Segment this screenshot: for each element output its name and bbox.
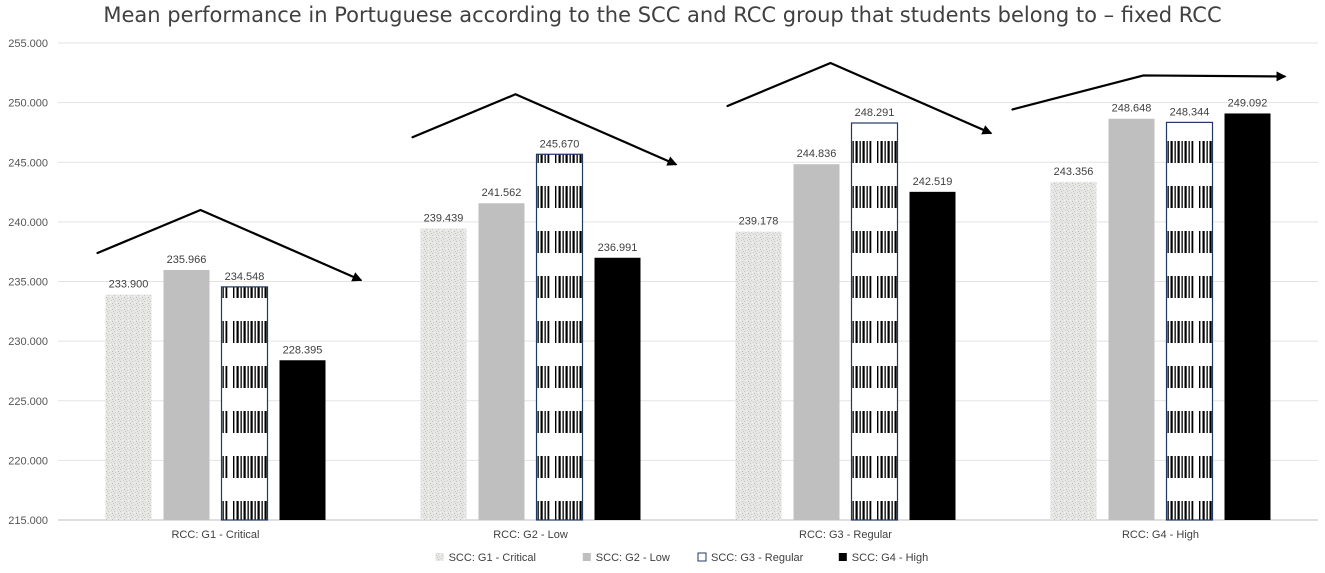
legend-swatch (435, 553, 444, 561)
legend-label: SCC: G2 - Low (596, 552, 670, 564)
bar-rcc-g2-low-scc-g4-high (594, 257, 641, 520)
bar-rcc-g3-regular-scc-g1-critical (735, 231, 782, 520)
bar-rcc-g4-high-scc-g4-high (1224, 113, 1271, 521)
y-tick-label: 215.000 (8, 515, 48, 527)
bar-rcc-g1-critical-scc-g3-regular (220, 286, 269, 521)
data-label: 244.836 (797, 148, 837, 160)
chart-title: Mean performance in Portuguese according… (103, 3, 1222, 27)
data-label: 234.548 (225, 271, 265, 283)
bar-rcc-g3-regular-scc-g4-high (909, 191, 956, 520)
data-label: 243.356 (1054, 166, 1094, 178)
x-tick-label: RCC: G2 - Low (493, 529, 568, 541)
data-label: 239.178 (739, 216, 779, 228)
legend-swatch (582, 553, 591, 561)
y-tick-label: 225.000 (8, 396, 48, 408)
trend-arrow-rcc-g2-low (411, 93, 678, 166)
legend: SCC: G1 - Critical SCC: G2 - Low SCC: G3 -… (435, 552, 928, 564)
data-label: 228.395 (283, 344, 323, 356)
bar-rcc-g4-high-scc-g3-regular (1165, 121, 1214, 521)
bar-rcc-g1-critical-scc-g4-high (279, 360, 326, 520)
x-tick-label: RCC: G1 - Critical (171, 529, 259, 541)
data-label: 241.562 (482, 187, 522, 199)
bar-rcc-g2-low-scc-g2-low (478, 203, 525, 520)
y-tick-label: 245.000 (8, 157, 48, 169)
trend-arrows (96, 61, 1287, 282)
trend-arrow-rcc-g1-critical (96, 208, 363, 282)
y-tick-label: 255.000 (8, 38, 48, 50)
legend-label: SCC: G1 - Critical (449, 552, 536, 564)
bar-rcc-g3-regular-scc-g3-regular (850, 122, 899, 521)
trend-arrow-rcc-g3-regular (726, 61, 993, 135)
x-tick-label: RCC: G3 - Regular (799, 529, 892, 541)
legend-swatch (838, 553, 847, 561)
y-tick-label: 250.000 (8, 98, 48, 110)
data-label: 239.439 (424, 213, 464, 225)
data-label: 245.670 (540, 138, 580, 150)
bar-rcc-g2-low-scc-g1-critical (420, 228, 467, 520)
legend-label: SCC: G4 - High (852, 552, 928, 564)
x-tick-label: RCC: G4 - High (1122, 529, 1199, 541)
y-tick-label: 235.000 (8, 277, 48, 289)
bar-rcc-g4-high-scc-g1-critical (1050, 181, 1097, 520)
data-label: 233.900 (109, 279, 149, 291)
trend-arrow-rcc-g4-high (1011, 71, 1287, 111)
data-label: 249.092 (1228, 97, 1268, 109)
y-tick-label: 220.000 (8, 455, 48, 467)
bar-rcc-g3-regular-scc-g2-low (793, 164, 840, 521)
bar-rcc-g1-critical-scc-g1-critical (105, 294, 152, 520)
legend-swatch (697, 552, 707, 562)
data-label: 235.966 (167, 254, 207, 266)
y-tick-label: 230.000 (8, 336, 48, 348)
y-tick-label: 240.000 (8, 217, 48, 229)
bar-rcc-g1-critical-scc-g2-low (163, 269, 210, 520)
legend-label: SCC: G3 - Regular (711, 552, 804, 564)
bar-rcc-g4-high-scc-g2-low (1108, 118, 1155, 521)
data-label: 236.991 (598, 242, 638, 254)
data-label: 242.519 (913, 176, 953, 188)
data-label: 248.291 (855, 107, 895, 119)
data-label: 248.648 (1112, 103, 1152, 115)
data-label: 248.344 (1170, 106, 1210, 118)
bar-rcc-g2-low-scc-g3-regular (535, 153, 584, 521)
